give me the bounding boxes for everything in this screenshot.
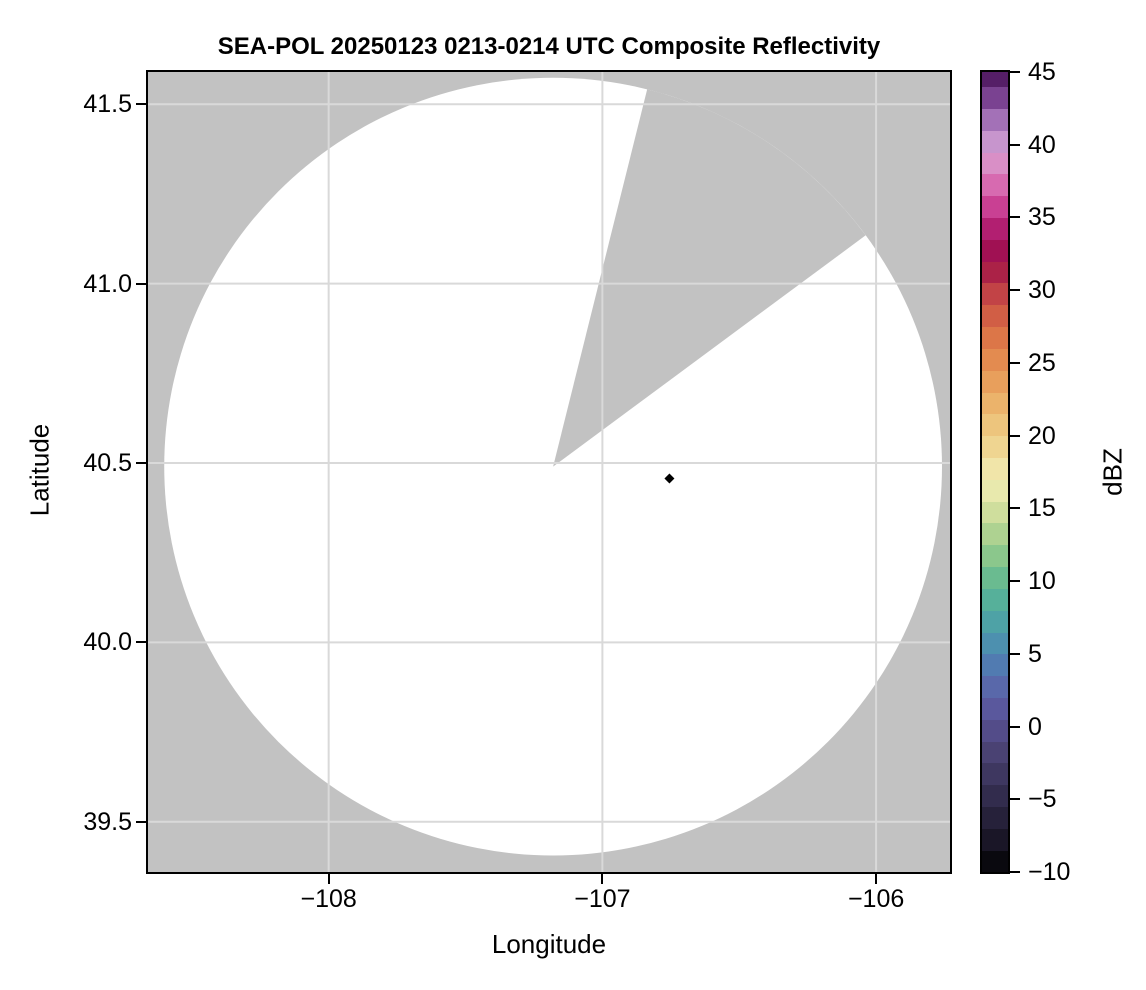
colorbar-band — [982, 282, 1008, 306]
colorbar-band — [982, 806, 1008, 829]
colorbar-band — [982, 86, 1008, 109]
colorbar-band — [982, 741, 1008, 764]
colorbar-band — [982, 653, 1008, 677]
colorbar-band — [982, 72, 1008, 88]
colorbar-tick-label: 35 — [1028, 203, 1056, 232]
reflectivity-point-marker — [664, 473, 675, 484]
colorbar-band — [982, 239, 1008, 262]
y-tick-mark — [136, 641, 146, 644]
x-tick-label: −106 — [847, 885, 905, 913]
colorbar-band — [982, 828, 1008, 851]
colorbar-band — [982, 304, 1008, 328]
colorbar-tick-mark — [1010, 507, 1020, 510]
y-tick-label: 40.0 — [83, 628, 132, 657]
y-tick-mark — [136, 282, 146, 285]
colorbar-tick-label: 20 — [1028, 421, 1056, 450]
colorbar-tick-label: −10 — [1028, 858, 1071, 886]
colorbar-band — [982, 479, 1008, 502]
colorbar-tick-mark — [1010, 361, 1020, 364]
y-tick-label: 41.0 — [83, 269, 132, 298]
colorbar-tick-label: 0 — [1028, 712, 1042, 741]
colorbar-band — [982, 130, 1008, 153]
colorbar-tick-label: 5 — [1028, 639, 1042, 668]
colorbar-tick-mark — [1010, 289, 1020, 292]
colorbar-tick-mark — [1010, 71, 1020, 73]
colorbar-band — [982, 544, 1008, 568]
colorbar-band — [982, 108, 1008, 131]
colorbar-tick-mark — [1010, 798, 1020, 801]
colorbar-band — [982, 173, 1008, 197]
y-axis-label: Latitude — [24, 423, 55, 517]
colorbar-tick-label: 25 — [1028, 348, 1056, 377]
colorbar-tick-label: 40 — [1028, 130, 1056, 159]
colorbar-tick-label: 30 — [1028, 276, 1056, 305]
colorbar-band — [982, 261, 1008, 284]
y-tick-mark — [136, 820, 146, 823]
colorbar-band — [982, 457, 1008, 480]
colorbar-band — [982, 588, 1008, 611]
colorbar-tick-label: 45 — [1028, 58, 1056, 86]
colorbar-band — [982, 392, 1008, 415]
colorbar-band — [982, 413, 1008, 437]
y-tick-mark — [136, 103, 146, 106]
y-tick-label: 39.5 — [83, 807, 132, 836]
colorbar-band — [982, 610, 1008, 633]
x-tick-label: −107 — [574, 885, 631, 913]
x-tick-mark — [601, 874, 604, 884]
colorbar-tick-mark — [1010, 871, 1020, 873]
colorbar-band — [982, 697, 1008, 720]
colorbar-band — [982, 152, 1008, 175]
x-tick-label: −108 — [300, 885, 357, 913]
colorbar-band — [982, 675, 1008, 699]
colorbar-gradient — [982, 72, 1008, 872]
colorbar-tick-mark — [1010, 434, 1020, 437]
x-tick-mark — [875, 874, 878, 884]
x-tick-mark — [327, 874, 330, 884]
colorbar-band — [982, 348, 1008, 371]
colorbar-tick-mark — [1010, 216, 1020, 219]
colorbar-tick-mark — [1010, 580, 1020, 583]
colorbar — [980, 70, 1010, 874]
y-tick-mark — [136, 462, 146, 465]
colorbar-band — [982, 762, 1008, 786]
plot-title: SEA-POL 20250123 0213-0214 UTC Composite… — [217, 33, 881, 60]
colorbar-band — [982, 632, 1008, 655]
y-tick-label: 41.5 — [83, 90, 132, 119]
colorbar-band — [982, 522, 1008, 546]
plot-area — [146, 70, 952, 874]
colorbar-tick-label: 15 — [1028, 494, 1056, 523]
colorbar-band — [982, 195, 1008, 219]
colorbar-tick-mark — [1010, 725, 1020, 728]
colorbar-tick-mark — [1010, 652, 1020, 655]
colorbar-band — [982, 217, 1008, 240]
colorbar-band — [982, 784, 1008, 808]
colorbar-band — [982, 566, 1008, 589]
missing-data-sector — [553, 89, 866, 467]
colorbar-tick-label: 10 — [1028, 567, 1056, 596]
colorbar-label: dBZ — [1097, 448, 1128, 496]
colorbar-band — [982, 719, 1008, 742]
colorbar-band — [982, 435, 1008, 459]
x-axis-label: Longitude — [491, 929, 607, 959]
y-tick-label: 40.5 — [83, 449, 132, 478]
colorbar-band — [982, 501, 1008, 524]
colorbar-tick-label: −5 — [1028, 785, 1057, 814]
colorbar-tick-mark — [1010, 143, 1020, 146]
colorbar-band — [982, 370, 1008, 393]
colorbar-band — [982, 850, 1008, 872]
colorbar-band — [982, 326, 1008, 349]
radar-coverage-map — [148, 72, 950, 872]
